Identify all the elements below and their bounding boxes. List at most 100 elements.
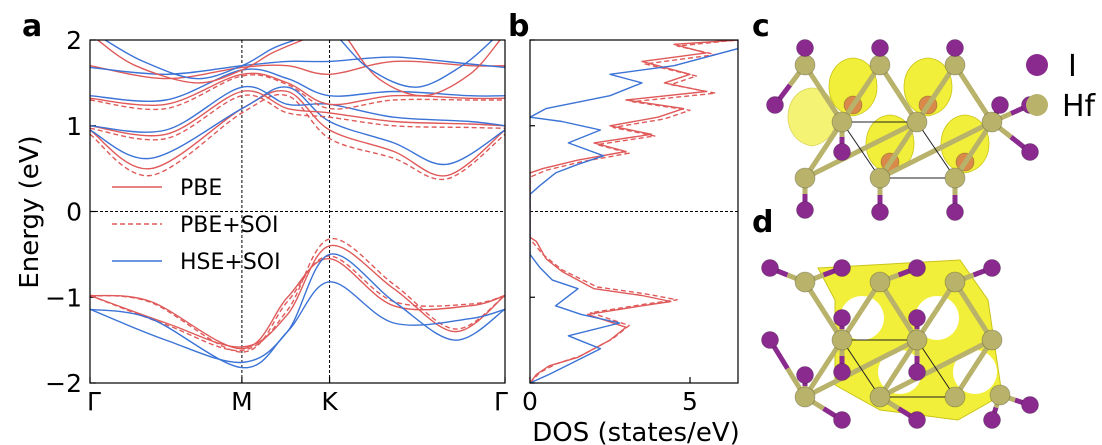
panel-label-d: d [752, 205, 773, 240]
charge-isosurface [787, 87, 837, 147]
iodine-atom [908, 309, 926, 327]
iodine-atom [871, 39, 889, 57]
hafnium-atom [944, 54, 966, 76]
y-tick-label: −2 [45, 369, 82, 398]
legend-label: PBE+SOI [180, 213, 278, 238]
dos-line [530, 40, 738, 383]
band-line [104, 40, 296, 80]
band-line [90, 85, 505, 133]
x-tick-label: 5 [682, 387, 698, 416]
iodine-atom [983, 259, 1001, 277]
band-line [90, 255, 505, 353]
band-line [90, 89, 505, 177]
y-tick-label: 0 [66, 198, 82, 227]
band-line [347, 40, 501, 97]
x-tick-label: M [231, 387, 253, 416]
x-tick-label: Γ [494, 387, 508, 416]
hafnium-atom [794, 54, 816, 76]
legend-label: PBE [180, 176, 222, 201]
iodine-atom [761, 259, 779, 277]
band-line [340, 40, 493, 88]
hafnium-atom [794, 271, 816, 293]
band-line [90, 253, 505, 364]
hafnium-atom [944, 386, 966, 408]
iodine-atom [1021, 143, 1039, 161]
atom-legend: I Hf [1026, 49, 1097, 124]
panel-label-b: b [508, 9, 529, 44]
band-line [90, 74, 505, 111]
iodine-atom [991, 96, 1009, 114]
iodine-atom [1021, 396, 1039, 414]
charge-density-structure-d [761, 259, 1039, 429]
band-line [90, 90, 505, 137]
bond-half [859, 337, 919, 371]
band-line [90, 68, 505, 102]
iodine-atom [983, 411, 1001, 429]
hafnium-atom [944, 167, 966, 189]
dos-line [530, 40, 738, 383]
iodine-atom [833, 411, 851, 429]
hafnium-atom [944, 271, 966, 293]
bond-half [803, 366, 863, 400]
dos-plot-frame [529, 39, 739, 384]
hafnium-atom [869, 386, 891, 408]
band-line [90, 72, 505, 106]
x-tick-label: K [321, 387, 338, 416]
hafnium-atom [794, 386, 816, 408]
panel-label-a: a [22, 9, 42, 44]
band-line [90, 56, 505, 76]
iodine-atom [833, 259, 851, 277]
band-line [90, 60, 505, 80]
hafnium-atom [989, 384, 1011, 406]
iodine-label: I [1068, 49, 1077, 84]
hafnium-atom [794, 167, 816, 189]
band-line [90, 93, 505, 181]
band-line [90, 238, 505, 352]
hafnium-label: Hf [1062, 89, 1097, 124]
iodine-atom [761, 331, 779, 349]
iodine-atom [946, 39, 964, 57]
y-tick-label: 1 [66, 112, 82, 141]
band-plot-frame [89, 39, 506, 384]
iodine-atom [946, 203, 964, 221]
iodine-atom [766, 96, 784, 114]
x-tick-label: 0 [522, 387, 538, 416]
dos-lines [530, 40, 738, 383]
band-line [90, 281, 505, 369]
dos-xlabel: DOS (states/eV) [532, 418, 740, 445]
bond-half [934, 119, 994, 153]
iodine-atom [833, 363, 851, 381]
band-line [90, 86, 505, 166]
hafnium-atom [981, 111, 1003, 133]
iodine-atom [796, 39, 814, 57]
bond-half [803, 147, 863, 181]
iodine-atom-swatch [1026, 54, 1048, 76]
hafnium-atom [869, 167, 891, 189]
hafnium-atom [981, 329, 1003, 351]
band-line [90, 94, 505, 141]
iodine-atom [908, 259, 926, 277]
band-lines [90, 40, 505, 369]
hafnium-atom [906, 329, 928, 351]
hafnium-atom [869, 54, 891, 76]
bond-half [878, 147, 938, 181]
y-tick-label: −1 [45, 283, 82, 312]
iodine-atom [871, 203, 889, 221]
hafnium-atom [906, 111, 928, 133]
bond-half [934, 337, 994, 371]
y-tick-label: 2 [66, 26, 82, 55]
band-ylabel: Energy (eV) [15, 135, 45, 288]
band-legend: PBE PBE+SOI HSE+SOI [112, 176, 281, 275]
hafnium-atom [869, 271, 891, 293]
hafnium-atom-swatch [1026, 94, 1048, 116]
hafnium-atom [831, 111, 853, 133]
bond-half [878, 366, 938, 400]
iodine-atom [908, 363, 926, 381]
panel-label-c: c [752, 9, 770, 44]
legend-label: HSE+SOI [180, 250, 281, 275]
iodine-atom [796, 366, 814, 384]
x-tick-label: Γ [87, 387, 101, 416]
